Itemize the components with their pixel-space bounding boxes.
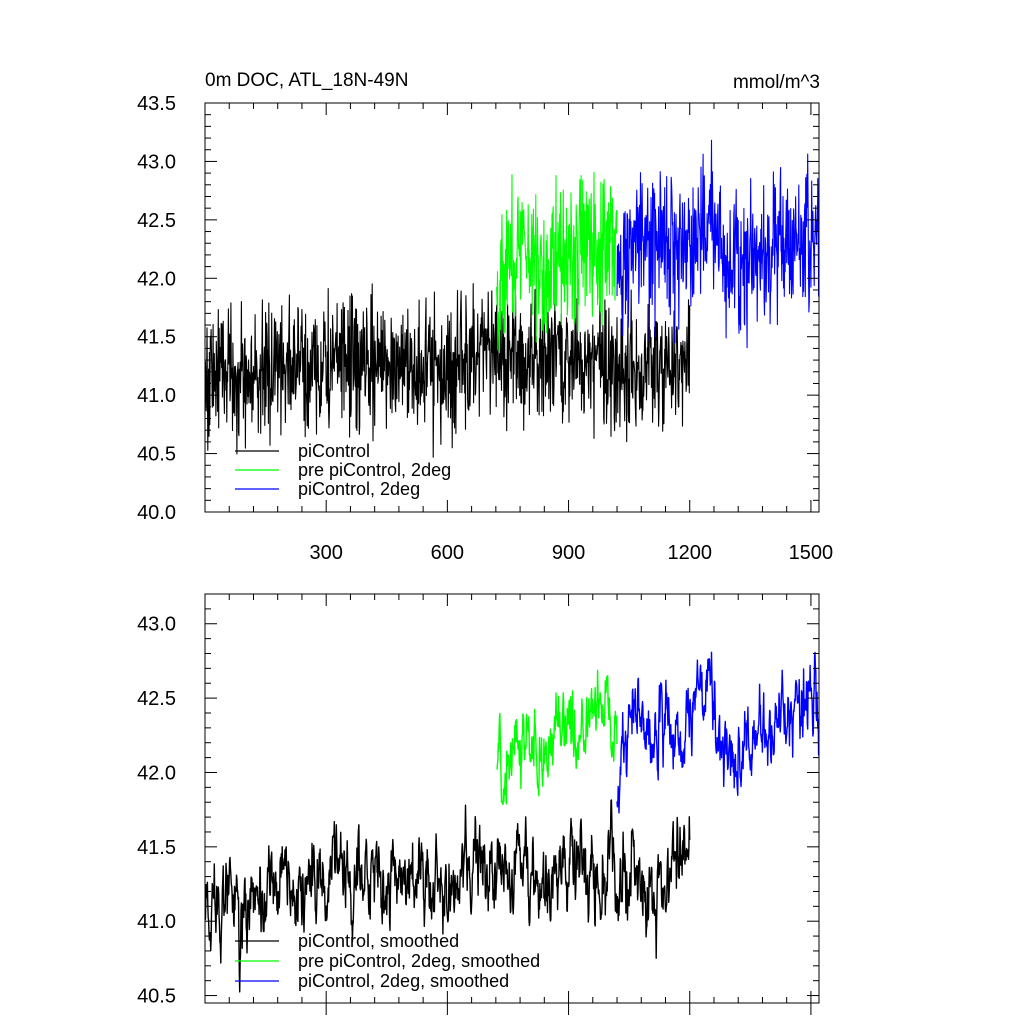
plot-frame — [204, 102, 820, 513]
y-tick-label: 43.5 — [137, 93, 176, 115]
legend-label: piControl — [298, 441, 370, 461]
y-tick-label: 42.0 — [137, 268, 176, 290]
x-tick-label: 1200 — [667, 542, 712, 564]
y-tick-label: 41.5 — [137, 327, 176, 349]
y-tick-label: 41.0 — [137, 385, 176, 407]
legend-label: piControl, smoothed — [298, 931, 459, 951]
series-line-3 — [616, 651, 820, 814]
y-tick-label: 40.5 — [137, 444, 176, 466]
series-line-2 — [496, 669, 618, 805]
y-tick-label: 43.0 — [137, 614, 176, 636]
y-tick-label: 42.0 — [137, 762, 176, 784]
top-panel: 0m DOC, ATL_18N-49N mmol/m^3 300 600 900 12… — [137, 70, 833, 564]
y-tick-label: 42.5 — [137, 688, 176, 710]
legend-label: piControl, 2deg — [298, 479, 420, 499]
chart-title: 0m DOC, ATL_18N-49N — [205, 70, 408, 91]
x-tick-label: 1500 — [789, 542, 834, 564]
y-tick-label: 40.5 — [137, 986, 176, 1008]
plot-frame — [204, 593, 820, 1004]
series-line-3 — [616, 139, 820, 349]
y-tick-label: 42.5 — [137, 210, 176, 232]
x-tick-label: 900 — [552, 542, 585, 564]
series-line-1 — [204, 275, 691, 458]
bottom-panel: 40.5 41.0 41.5 42.0 42.5 43.0 piControl, smoot… — [137, 593, 820, 1015]
y-tick-label: 41.0 — [137, 911, 176, 933]
y-tick-label: 40.0 — [137, 502, 176, 524]
series-line-2 — [496, 172, 618, 354]
y-tick-label: 41.5 — [137, 837, 176, 859]
x-tick-label: 300 — [309, 542, 342, 564]
legend-label: piControl, 2deg, smoothed — [298, 971, 509, 991]
series-line-1 — [204, 799, 691, 993]
legend-label: pre piControl, 2deg — [298, 460, 451, 480]
x-tick-label: 600 — [431, 542, 464, 564]
units-label: mmol/m^3 — [733, 72, 820, 93]
legend-label: pre piControl, 2deg, smoothed — [298, 951, 540, 971]
y-tick-label: 43.0 — [137, 151, 176, 173]
